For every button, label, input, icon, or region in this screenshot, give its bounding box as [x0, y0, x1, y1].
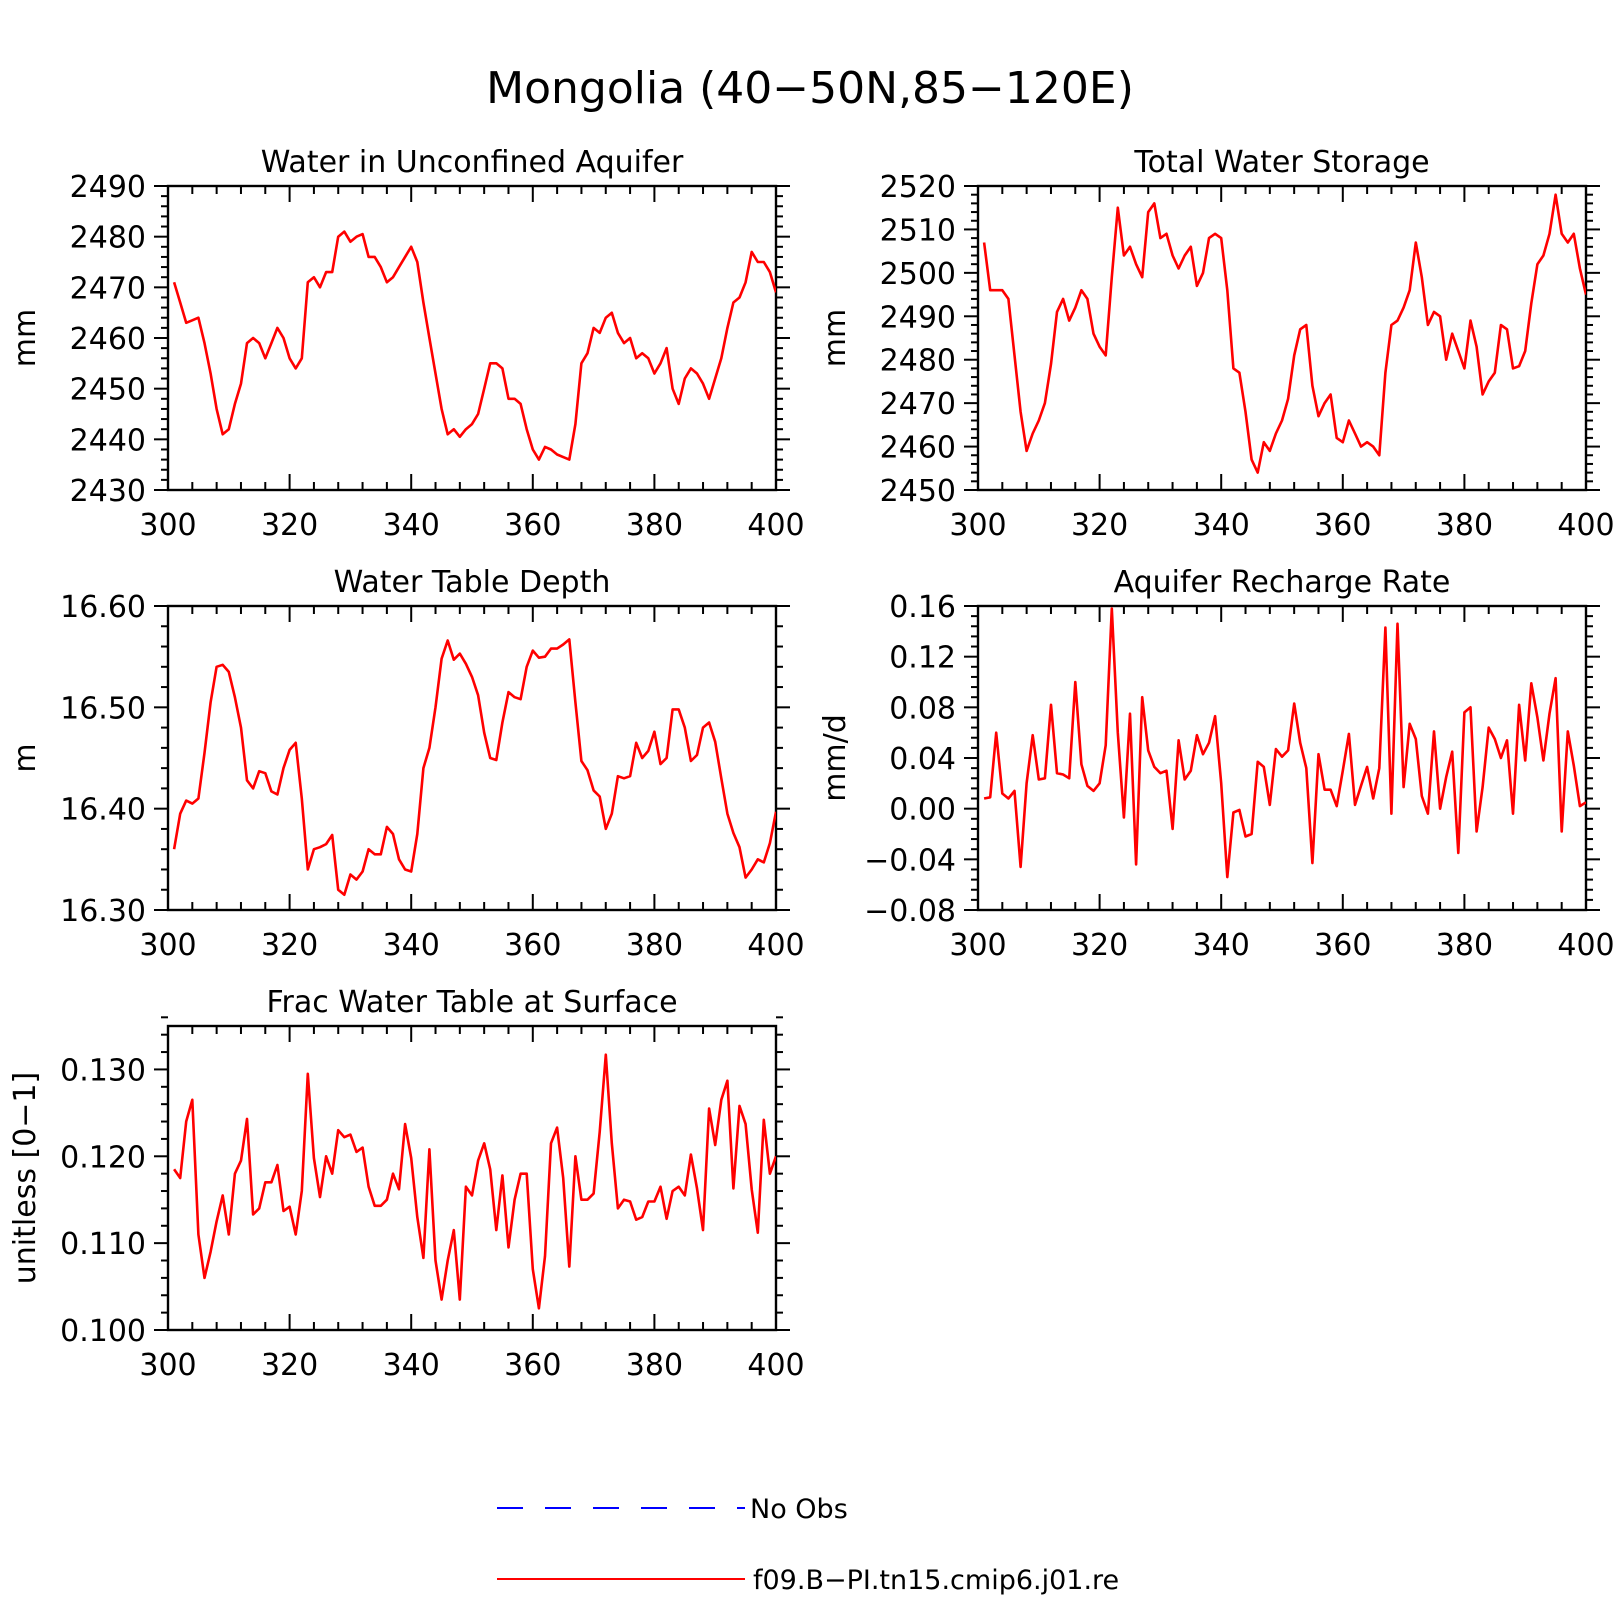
y-tick-label: 0.16 [889, 590, 956, 625]
y-tick-label: −0.04 [864, 843, 956, 878]
y-axis-label: mm [8, 309, 43, 367]
x-tick-label: 340 [383, 928, 440, 963]
legend-label-obs: No Obs [750, 1494, 848, 1525]
series-line [173, 1053, 776, 1310]
y-axis-label: unitless [0−1] [8, 1072, 43, 1284]
y-tick-label: 2440 [70, 423, 146, 458]
x-tick-label: 380 [626, 508, 683, 543]
plot-frame [166, 184, 778, 492]
chart-panel: Total Water Storage mm 300 320 340 360 380 400 2… [818, 145, 1615, 543]
series-line [982, 193, 1586, 474]
plot-frame [166, 1024, 778, 1332]
x-tick-label: 320 [1071, 928, 1128, 963]
y-tick-label: 0.110 [60, 1227, 146, 1262]
x-tick-label: 400 [747, 928, 804, 963]
y-tick-label: 0.120 [60, 1140, 146, 1175]
x-tick-label: 300 [949, 508, 1006, 543]
y-tick-label: 0.00 [889, 793, 956, 828]
series-line [983, 607, 1586, 879]
y-tick-label: 2480 [880, 344, 956, 379]
subplot-title: Water Table Depth [334, 565, 611, 600]
y-tick-label: 2500 [880, 257, 956, 292]
x-tick-label: 340 [383, 508, 440, 543]
y-tick-label: 2490 [70, 170, 146, 205]
y-tick-label: 2480 [70, 221, 146, 256]
x-tick-label: 340 [383, 1348, 440, 1383]
chart-panel: Aquifer Recharge Rate mm/d 300 320 340 360 380… [818, 565, 1615, 963]
y-axis-label: mm [818, 309, 853, 367]
y-tick-label: 0.08 [889, 691, 956, 726]
x-tick-label: 300 [139, 1348, 196, 1383]
x-tick-label: 380 [1436, 508, 1493, 543]
x-tick-label: 340 [1193, 508, 1250, 543]
legend: No Obs f09.B−PI.tn15.cmip6.j01.re [497, 1494, 1119, 1596]
chart-panel: Frac Water Table at Surface unitless [0−1… [8, 985, 805, 1383]
y-tick-label: 0.130 [60, 1053, 146, 1088]
subplot-title: Frac Water Table at Surface [266, 985, 677, 1020]
y-tick-label: 2430 [70, 474, 146, 509]
y-tick-label: 16.40 [60, 793, 146, 828]
y-tick-label: 2470 [880, 387, 956, 422]
x-tick-label: 400 [747, 508, 804, 543]
series-line [172, 230, 776, 461]
panels: Water in Unconfined Aquifer mm 300 320 340 36… [8, 145, 1615, 1383]
x-tick-label: 400 [747, 1348, 804, 1383]
x-tick-label: 340 [1193, 928, 1250, 963]
x-tick-label: 320 [261, 928, 318, 963]
x-tick-label: 380 [626, 928, 683, 963]
y-tick-label: 2460 [880, 431, 956, 466]
x-tick-label: 400 [1557, 928, 1614, 963]
y-tick-label: 0.12 [889, 641, 956, 676]
x-tick-label: 360 [504, 928, 561, 963]
x-tick-label: 320 [1071, 508, 1128, 543]
x-tick-label: 360 [1314, 508, 1371, 543]
y-axis-label: mm/d [818, 714, 853, 802]
legend-label-model: f09.B−PI.tn15.cmip6.j01.re [753, 1565, 1119, 1596]
x-tick-label: 360 [504, 1348, 561, 1383]
subplot-title: Aquifer Recharge Rate [1114, 565, 1451, 600]
y-tick-label: 2450 [70, 373, 146, 408]
x-tick-label: 360 [1314, 928, 1371, 963]
y-tick-label: 16.50 [60, 691, 146, 726]
y-tick-label: 16.30 [60, 894, 146, 929]
y-tick-label: 2460 [70, 322, 146, 357]
plot-frame [166, 604, 778, 912]
x-tick-label: 380 [626, 1348, 683, 1383]
x-tick-label: 300 [139, 928, 196, 963]
figure-title: Mongolia (40−50N,85−120E) [486, 63, 1134, 114]
y-tick-label: 2520 [880, 170, 956, 205]
subplot-title: Total Water Storage [1133, 145, 1429, 180]
x-tick-label: 300 [139, 508, 196, 543]
chart-panel: Water Table Depth m 300 320 340 360 380 400 16.3… [8, 565, 805, 963]
subplot-title: Water in Unconfined Aquifer [261, 145, 684, 180]
chart-panel: Water in Unconfined Aquifer mm 300 320 340 36… [8, 145, 805, 543]
y-tick-label: 2490 [880, 300, 956, 335]
y-tick-label: 2450 [880, 474, 956, 509]
plot-frame [976, 184, 1588, 492]
x-tick-label: 360 [504, 508, 561, 543]
series-line [172, 638, 776, 897]
y-tick-label: 0.100 [60, 1314, 146, 1349]
y-tick-label: 2510 [880, 213, 956, 248]
x-tick-label: 320 [261, 1348, 318, 1383]
y-tick-label: 16.60 [60, 590, 146, 625]
x-tick-label: 320 [261, 508, 318, 543]
x-tick-label: 380 [1436, 928, 1493, 963]
x-tick-label: 400 [1557, 508, 1614, 543]
y-tick-label: 0.04 [889, 742, 956, 777]
x-tick-label: 300 [949, 928, 1006, 963]
y-tick-label: 2470 [70, 271, 146, 306]
y-axis-label: m [8, 743, 43, 772]
y-tick-label: −0.08 [864, 894, 956, 929]
